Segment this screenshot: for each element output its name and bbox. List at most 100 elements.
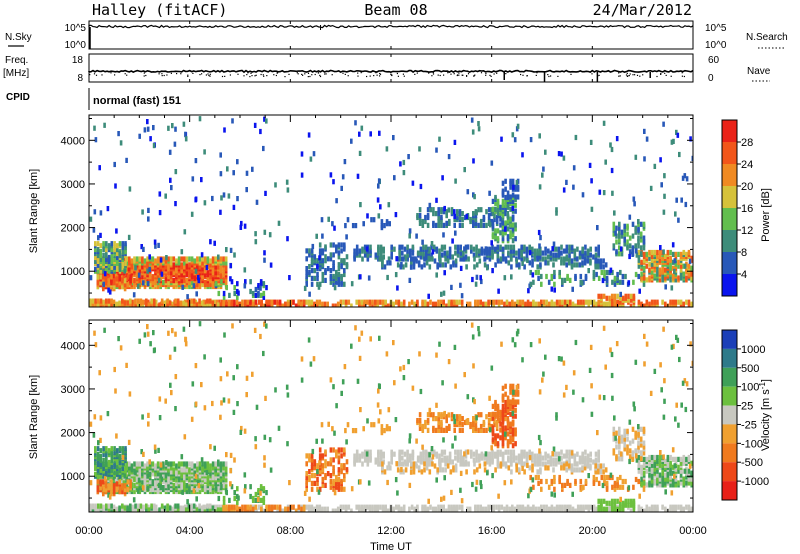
- range-gate-cell: [576, 303, 580, 307]
- range-gate-cell: [171, 123, 174, 129]
- range-gate-cell: [99, 461, 103, 467]
- nave-dot: [396, 72, 398, 75]
- range-gate-cell: [251, 495, 255, 502]
- range-gate-cell: [491, 244, 494, 250]
- nave-dot: [629, 73, 631, 75]
- range-gate-cell: [340, 248, 343, 254]
- range-gate-cell: [166, 507, 169, 512]
- range-gate-cell: [648, 261, 651, 267]
- range-gate-cell: [534, 269, 538, 276]
- range-gate-cell: [198, 260, 202, 266]
- range-gate-cell: [639, 251, 643, 257]
- range-gate-cell: [613, 293, 617, 299]
- range-gate-cell: [595, 301, 598, 307]
- nave-dot: [636, 74, 639, 76]
- range-gate-cell: [361, 246, 364, 252]
- range-gate-cell: [133, 483, 136, 489]
- range-gate-cell: [454, 455, 457, 461]
- range-gate-cell: [514, 184, 517, 190]
- range-gate-cell: [674, 299, 678, 305]
- nsky-trace: [88, 21, 694, 49]
- range-gate-cell: [450, 504, 453, 510]
- range-gate-cell: [440, 449, 444, 455]
- range-gate-cell: [390, 244, 393, 250]
- range-gate-cell: [479, 207, 483, 213]
- range-gate-cell: [662, 121, 665, 127]
- range-gate-cell: [159, 465, 162, 471]
- range-gate-cell: [94, 137, 98, 143]
- range-gate-cell: [326, 256, 330, 262]
- range-gate-cell: [544, 455, 547, 461]
- range-gate-cell: [618, 221, 621, 227]
- range-gate-cell: [343, 463, 346, 469]
- range-gate-cell: [632, 293, 636, 299]
- range-gate-cell: [99, 243, 103, 249]
- range-gate-cell: [648, 267, 651, 273]
- range-gate-cell: [123, 300, 127, 306]
- range-gate-cell: [472, 252, 476, 258]
- range-gate-cell: [624, 273, 627, 280]
- range-gate-cell: [142, 246, 145, 252]
- range-gate-cell: [239, 224, 243, 230]
- range-gate-cell: [634, 229, 637, 235]
- range-gate-cell: [154, 463, 157, 469]
- range-gate-cell: [623, 223, 626, 229]
- range-gate-cell: [408, 301, 411, 307]
- nave-dot: [304, 73, 306, 75]
- range-gate-cell: [123, 483, 127, 489]
- nsky-label: N.Sky: [5, 32, 32, 43]
- nave-dot: [431, 75, 433, 77]
- range-gate-cell: [395, 299, 398, 305]
- date-title: 24/Mar/2012: [593, 1, 692, 19]
- range-gate-cell: [315, 504, 319, 510]
- y-tick-label: 3000: [61, 179, 85, 191]
- nave-dot: [467, 73, 470, 75]
- range-gate-cell: [135, 272, 139, 278]
- range-gate-cell: [141, 256, 144, 262]
- range-gate-cell: [263, 508, 266, 512]
- range-gate-cell: [368, 504, 372, 510]
- range-gate-cell: [358, 131, 361, 137]
- range-gate-cell: [110, 252, 114, 259]
- nave-dot: [317, 72, 320, 74]
- range-gate-cell: [459, 449, 462, 455]
- range-gate-cell: [344, 299, 348, 305]
- nave-dot: [284, 76, 286, 78]
- range-gate-cell: [122, 479, 126, 485]
- range-gate-cell: [193, 258, 197, 264]
- range-gate-cell: [241, 303, 244, 307]
- range-gate-cell: [249, 493, 252, 500]
- range-gate-cell: [313, 301, 316, 307]
- range-gate-cell: [233, 303, 236, 307]
- range-gate-cell: [350, 508, 353, 512]
- range-gate-cell: [259, 128, 262, 135]
- range-gate-cell: [300, 506, 303, 512]
- nave-tick-high: 60: [708, 55, 720, 66]
- range-gate-cell: [484, 301, 488, 307]
- range-gate-cell: [89, 503, 92, 509]
- range-gate-cell: [113, 469, 116, 475]
- range-gate-cell: [656, 299, 659, 305]
- range-gate-cell: [107, 302, 111, 307]
- range-gate-cell: [340, 185, 343, 191]
- range-gate-cell: [515, 258, 518, 264]
- range-gate-cell: [446, 258, 450, 264]
- range-gate-cell: [403, 451, 407, 457]
- range-gate-cell: [104, 483, 108, 489]
- range-gate-cell: [118, 274, 121, 280]
- range-gate-cell: [377, 449, 380, 455]
- range-gate-cell: [243, 283, 247, 289]
- range-gate-cell: [429, 207, 432, 213]
- range-gate-cell: [491, 455, 494, 461]
- range-gate-cell: [163, 300, 167, 306]
- range-gate-cell: [180, 249, 184, 255]
- range-gate-cell: [400, 262, 403, 268]
- range-gate-cell: [321, 482, 325, 488]
- range-gate-cell: [514, 226, 517, 232]
- range-gate-cell: [224, 256, 228, 262]
- range-gate-cell: [203, 304, 207, 307]
- nave-dot: [416, 72, 418, 74]
- range-gate-cell: [230, 279, 234, 285]
- range-gate-cell: [259, 484, 263, 490]
- range-gate-cell: [671, 273, 675, 279]
